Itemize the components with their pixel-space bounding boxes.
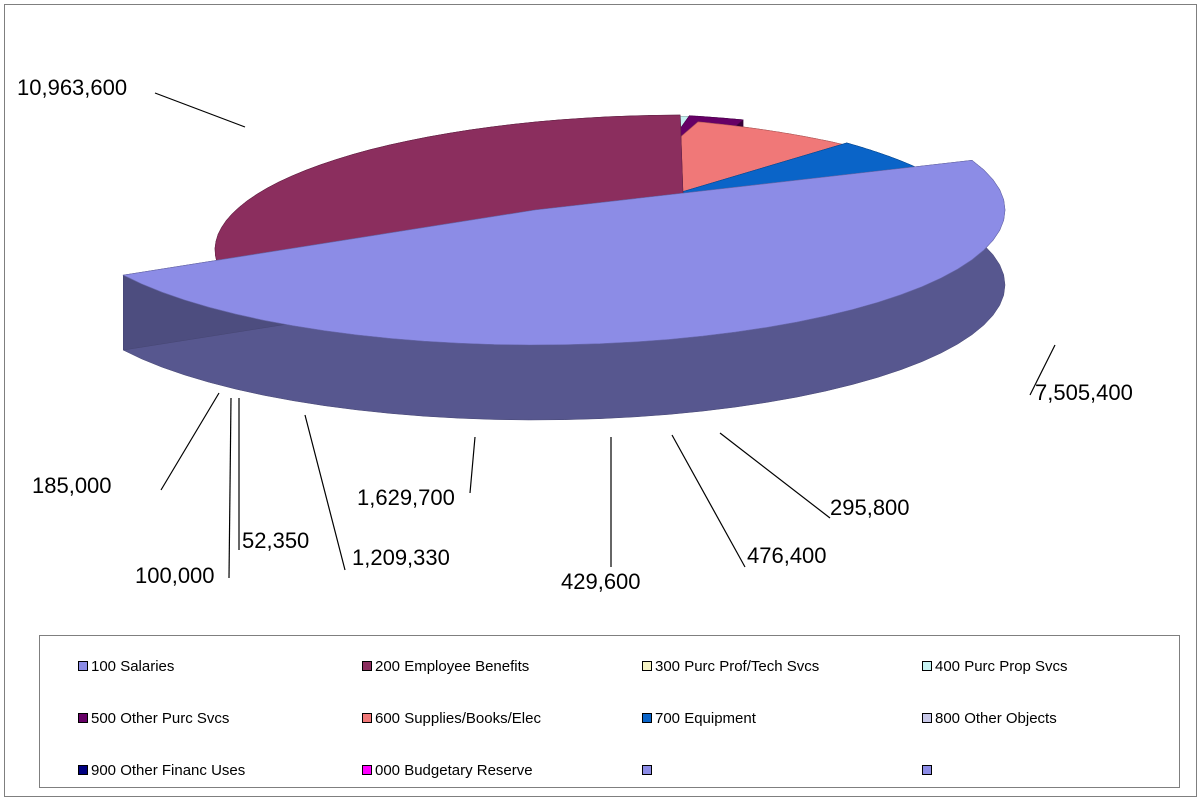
legend-item: 500 Other Purc Svcs <box>78 708 229 728</box>
legend-label: 100 Salaries <box>91 657 175 675</box>
data-label-200-employee-benefits: 7,505,400 <box>1035 380 1133 405</box>
legend-label: 200 Employee Benefits <box>375 657 530 675</box>
legend-swatch <box>78 661 88 671</box>
legend-label: 500 Other Purc Svcs <box>91 709 230 727</box>
data-label-000-budgetary-reserve: 185,000 <box>32 473 112 498</box>
legend-swatch <box>922 713 932 723</box>
legend-swatch <box>362 713 372 723</box>
legend-swatch <box>78 713 88 723</box>
legend-swatch <box>642 661 652 671</box>
leader-line <box>719 432 831 519</box>
legend-item: 100 Salaries <box>78 656 174 676</box>
legend-swatch <box>922 765 932 775</box>
data-label-700-equipment: 1,209,330 <box>352 545 450 570</box>
legend-item: 900 Other Financ Uses <box>78 760 245 780</box>
leader-line <box>154 92 246 128</box>
legend-label: 600 Supplies/Books/Elec <box>375 709 541 727</box>
legend-swatch <box>642 765 652 775</box>
leader-line <box>671 434 746 568</box>
legend-item <box>922 760 935 780</box>
leader-line <box>160 392 220 491</box>
legend-label: 300 Purc Prof/Tech Svcs <box>655 657 820 675</box>
leader-line <box>469 436 476 494</box>
data-label-600-supplies-books-elec: 1,629,700 <box>357 485 455 510</box>
slice-100-salaries <box>122 159 1006 421</box>
chart-area: 10,963,600 7,505,400 295,800 476,400 429,600… <box>4 4 1197 797</box>
slice-top <box>122 159 1006 346</box>
legend-item: 300 Purc Prof/Tech Svcs <box>642 656 819 676</box>
data-label-800-other-objects: 52,350 <box>242 528 309 553</box>
legend-label: 800 Other Objects <box>935 709 1057 727</box>
legend-swatch <box>922 661 932 671</box>
legend: 100 Salaries 200 Employee Benefits 300 Pur… <box>39 635 1180 788</box>
data-label-400-purc-prop-svcs: 476,400 <box>747 543 827 568</box>
data-label-100-salaries: 10,963,600 <box>17 75 127 100</box>
legend-swatch <box>78 765 88 775</box>
data-label-300-purc-prof-tech-svcs: 295,800 <box>830 495 910 520</box>
legend-label: 400 Purc Prop Svcs <box>935 657 1068 675</box>
data-label-500-other-purc-svcs: 429,600 <box>561 569 641 594</box>
legend-swatch <box>362 661 372 671</box>
legend-item <box>642 760 655 780</box>
legend-swatch <box>642 713 652 723</box>
legend-item: 700 Equipment <box>642 708 756 728</box>
legend-label: 900 Other Financ Uses <box>91 761 246 779</box>
legend-item: 800 Other Objects <box>922 708 1057 728</box>
legend-item: 200 Employee Benefits <box>362 656 529 676</box>
legend-item: 000 Budgetary Reserve <box>362 760 533 780</box>
leader-line <box>1029 344 1056 396</box>
legend-label: 000 Budgetary Reserve <box>375 761 533 779</box>
legend-swatch <box>362 765 372 775</box>
leader-line <box>228 397 232 579</box>
legend-item: 400 Purc Prop Svcs <box>922 656 1068 676</box>
data-label-900-other-financ-uses: 100,000 <box>135 563 215 588</box>
leader-line <box>304 414 346 571</box>
legend-item: 600 Supplies/Books/Elec <box>362 708 541 728</box>
legend-label: 700 Equipment <box>655 709 756 727</box>
